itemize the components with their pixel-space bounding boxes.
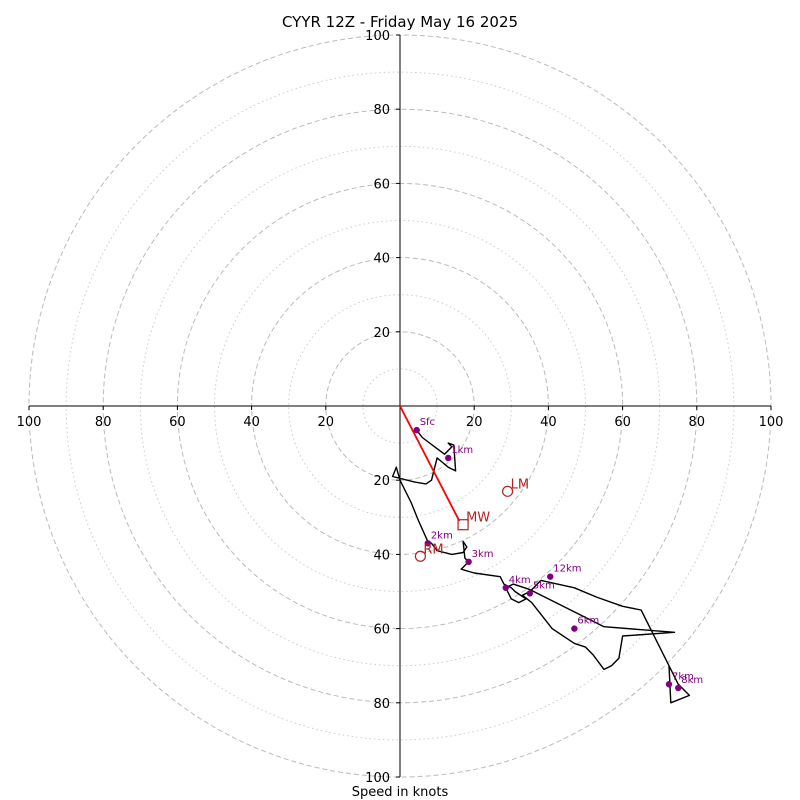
storm-motion-square bbox=[457, 519, 469, 531]
x-tick-label: 60 bbox=[169, 415, 186, 430]
height-marker-dot bbox=[445, 454, 452, 462]
y-tick-label: 100 bbox=[365, 771, 390, 786]
y-tick-label: 100 bbox=[365, 29, 390, 44]
tick-labels: 100 80 60 40 20 20 40 60 80 100 100 80 60 40 20 20 40 60 8… bbox=[17, 29, 784, 786]
x-tick-label: 60 bbox=[614, 415, 631, 430]
y-tick-label: 60 bbox=[373, 177, 390, 192]
mean-wind-arrow bbox=[399, 405, 461, 522]
height-marker-dot bbox=[547, 573, 554, 580]
height-marker-dot bbox=[465, 558, 472, 566]
height-marker-label: 1km bbox=[451, 445, 473, 456]
x-axis-label: Speed in knots bbox=[352, 785, 449, 800]
hodograph-trace bbox=[391, 429, 691, 704]
x-tick-label: 40 bbox=[540, 415, 557, 430]
storm-motion-label: MW bbox=[466, 511, 490, 526]
x-tick-label: 20 bbox=[318, 415, 335, 430]
x-tick-label: 80 bbox=[95, 415, 112, 430]
storm-motion-markers: LM RM MW bbox=[414, 477, 529, 562]
height-marker-label: 12km bbox=[553, 564, 581, 575]
height-marker-label: 2km bbox=[431, 530, 453, 541]
y-tick-label: 20 bbox=[373, 326, 390, 341]
height-marker-label: 5km bbox=[533, 580, 555, 591]
x-tick-label: 80 bbox=[689, 415, 706, 430]
mean-wind-vector bbox=[399, 405, 461, 522]
y-tick-label: 40 bbox=[373, 548, 390, 563]
height-marker-label: 4km bbox=[509, 575, 531, 586]
x-tick-label: 100 bbox=[759, 415, 784, 430]
height-marker-dot bbox=[502, 584, 509, 591]
height-marker-dot bbox=[413, 426, 420, 434]
y-tick-label: 80 bbox=[373, 697, 390, 712]
x-tick-label: 40 bbox=[243, 415, 260, 430]
height-marker-dot bbox=[665, 681, 673, 688]
hodograph-line bbox=[391, 429, 691, 704]
y-tick-label: 20 bbox=[373, 474, 390, 489]
height-marker-label: Sfc bbox=[420, 417, 435, 428]
height-marker-dot bbox=[424, 540, 432, 547]
storm-motion-label: RM bbox=[423, 542, 443, 557]
height-marker-label: 6km bbox=[577, 616, 599, 627]
x-tick-label: 100 bbox=[17, 415, 42, 430]
chart-title: CYYR 12Z - Friday May 16 2025 bbox=[282, 13, 518, 31]
height-marker-dot bbox=[571, 625, 578, 632]
storm-motion-circle bbox=[501, 485, 514, 497]
height-marker-label: 3km bbox=[472, 549, 494, 560]
storm-motion-label: LM bbox=[511, 477, 529, 492]
height-marker-label: 7km bbox=[672, 671, 694, 682]
storm-motion-circle bbox=[414, 550, 427, 562]
y-tick-label: 80 bbox=[373, 103, 390, 118]
y-tick-label: 40 bbox=[373, 252, 390, 267]
x-tick-label: 20 bbox=[466, 415, 483, 430]
height-marker-dot bbox=[526, 590, 534, 597]
y-tick-label: 60 bbox=[373, 623, 390, 638]
height-marker-label: 8km bbox=[681, 675, 703, 686]
height-marker-dot bbox=[675, 684, 682, 692]
